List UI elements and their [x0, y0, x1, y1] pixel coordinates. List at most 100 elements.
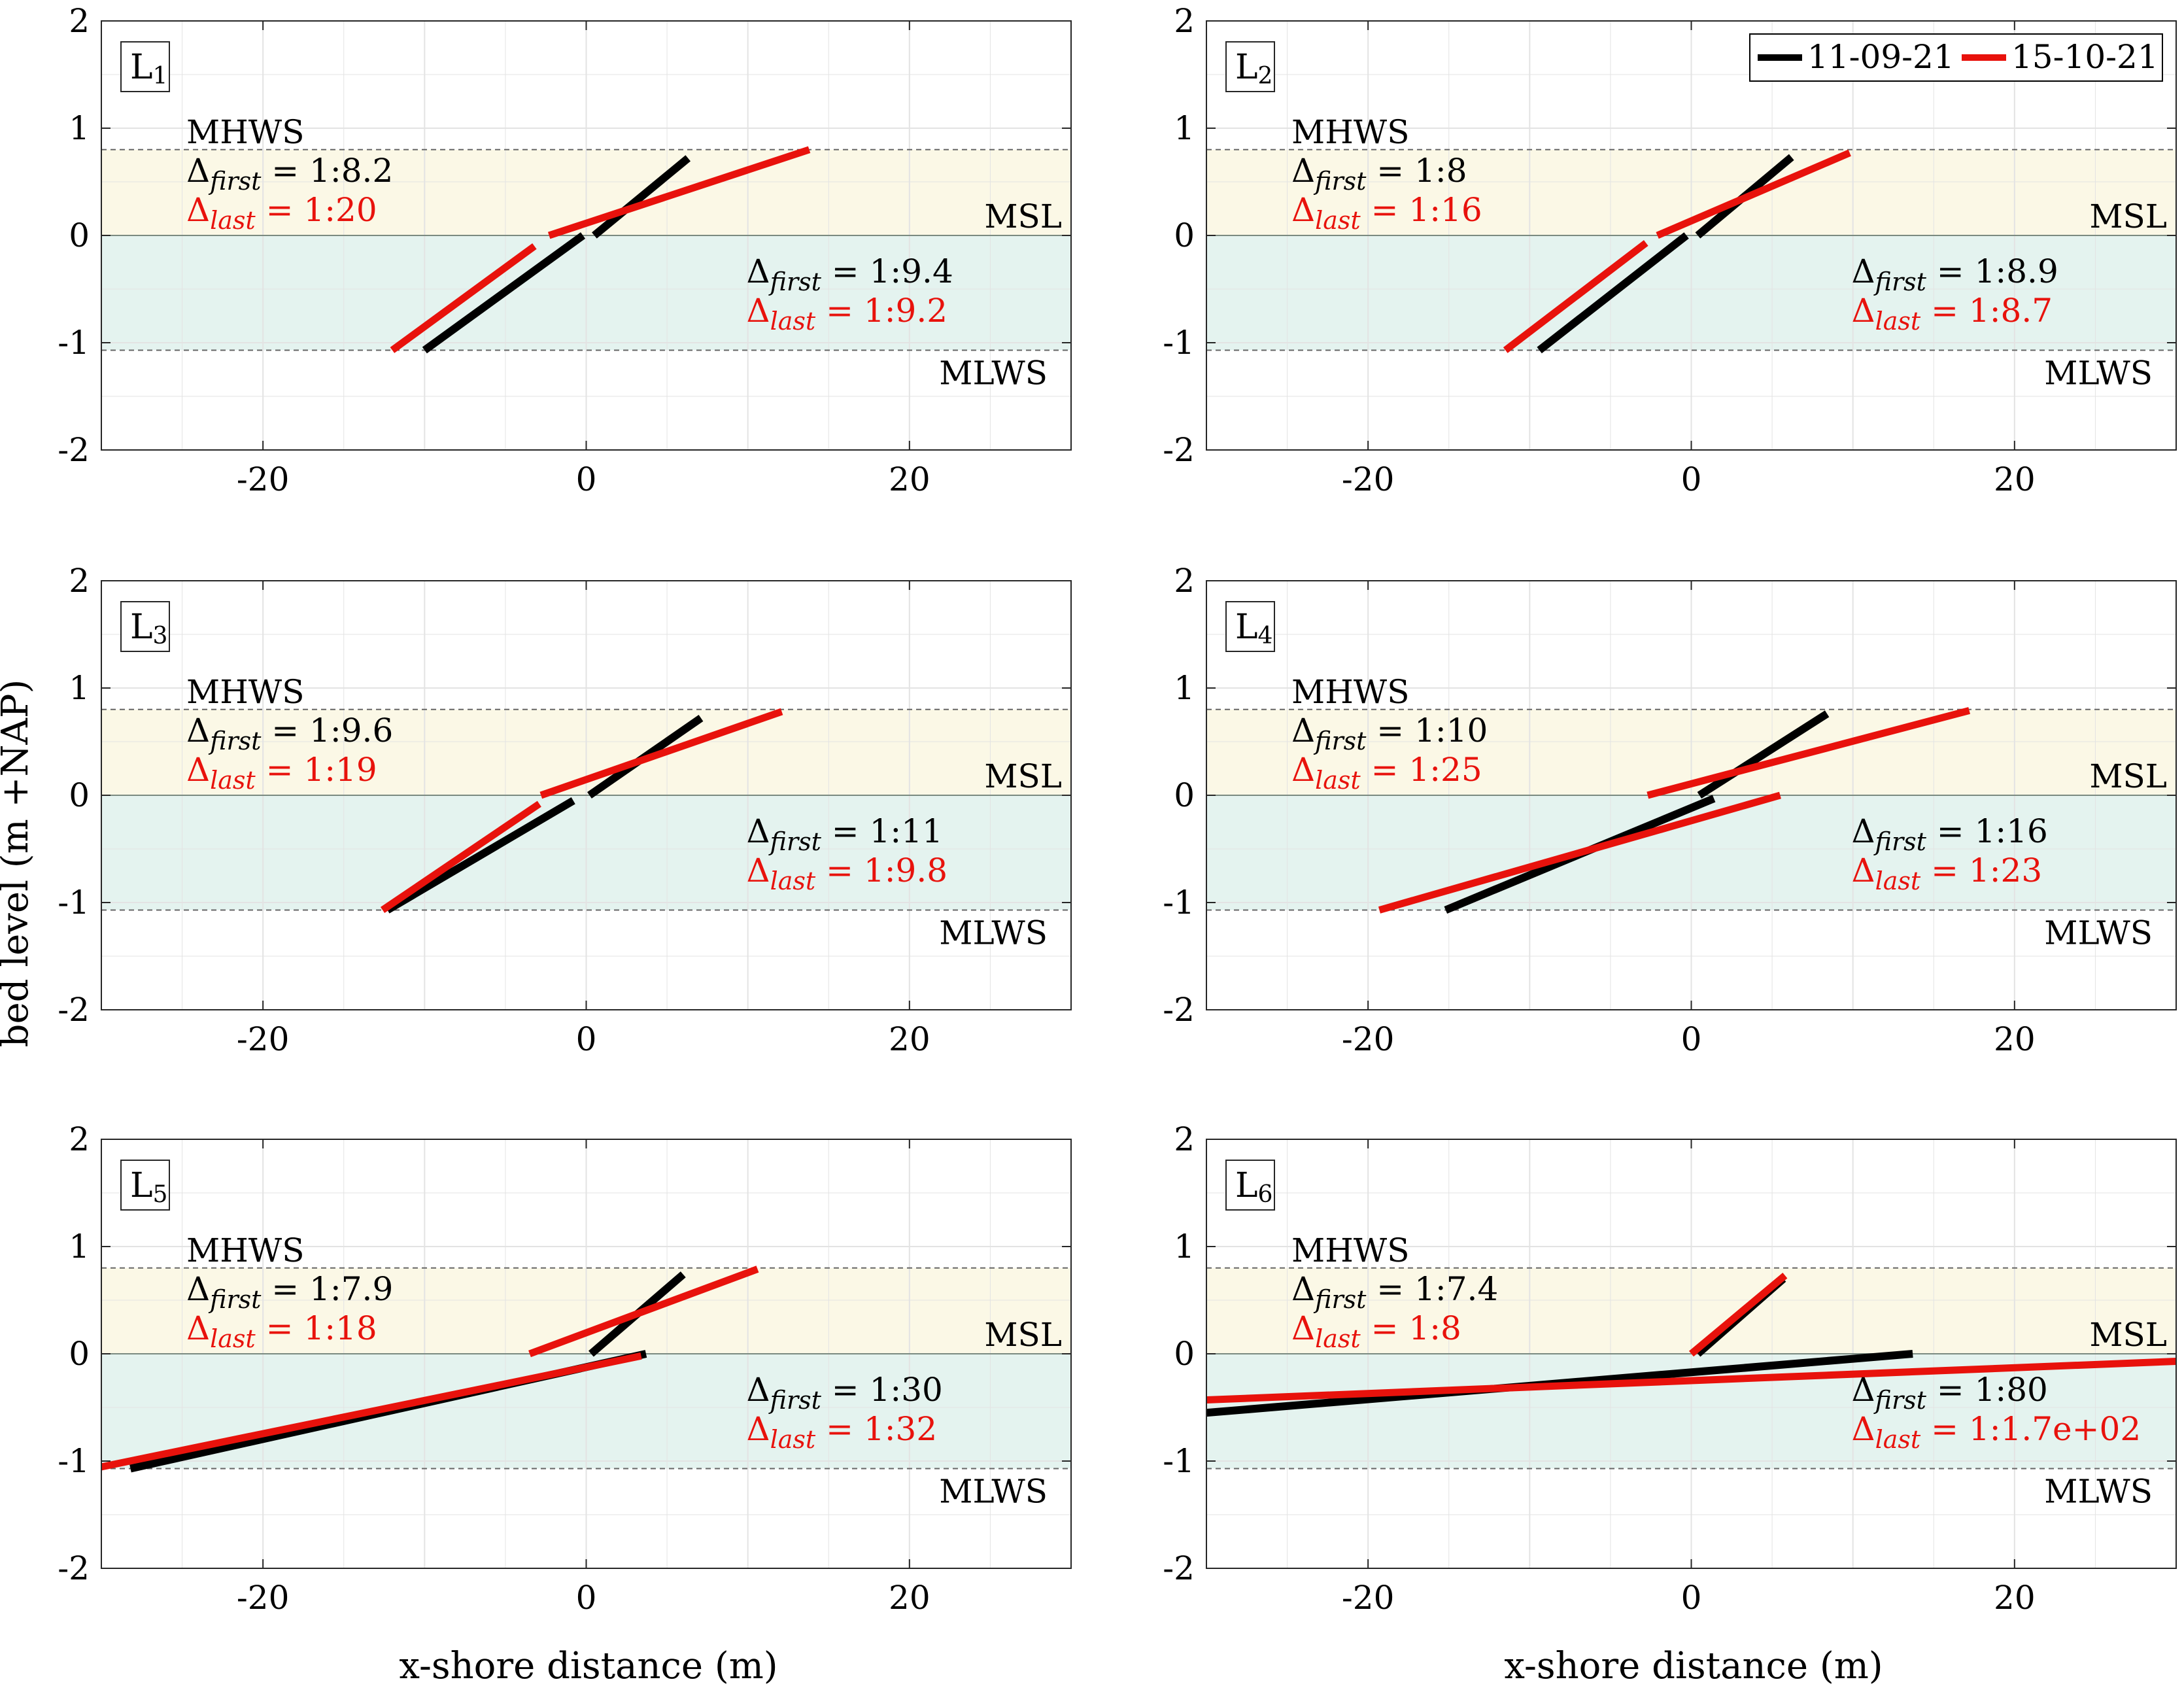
panel-l5-ytick-label: 1 — [69, 1228, 90, 1266]
panel-l2-mhws-label: MHWS — [1291, 113, 1409, 151]
panel-l2-ytick-label: -1 — [1163, 324, 1195, 362]
panel-l6-mhws-label: MHWS — [1291, 1232, 1409, 1269]
panel-l2-label-box — [1225, 41, 1275, 92]
panel-l3-upper-delta-first: Δfirst = 1:9.6 — [186, 712, 393, 755]
panel-l6-lower-delta-first: Δfirst = 1:80 — [1852, 1371, 2048, 1415]
panel-l6-msl-label: MSL — [2089, 1316, 2167, 1354]
panel-l1-ytick-label: 1 — [69, 109, 90, 147]
panel-l1-label-box — [120, 41, 170, 92]
panel-l1-ytick-label: -2 — [58, 431, 90, 469]
panel-l2-series-lower-11-09-21 — [1537, 232, 1689, 354]
panel-l1-lower-delta-first: Δfirst = 1:9.4 — [747, 252, 953, 296]
panel-l4-upper-delta-last: Δlast = 1:25 — [1291, 751, 1482, 795]
panel-l2-upper-delta-last: Δlast = 1:16 — [1291, 191, 1482, 235]
panel-l2-lower-delta-last: Δlast = 1:8.7 — [1852, 292, 2053, 336]
panel-l3-mhws-label: MHWS — [186, 673, 304, 711]
panel-l4-mlws-label: MLWS — [2044, 914, 2153, 952]
panel-l1-msl-label: MSL — [984, 198, 1062, 235]
panel-l3: -20 0 20 -2 -1 0 1 2 L3 MHWS MSL MLWS Δfirst = 1:9.6… — [58, 562, 1072, 1058]
panel-l1-ytick-label: 0 — [69, 216, 90, 254]
panel-l3-xtick-label: 0 — [576, 1020, 597, 1058]
panel-l2-lower-delta-first: Δfirst = 1:8.9 — [1852, 252, 2058, 296]
legend-box — [1749, 33, 2163, 82]
legend-label-last: 15-10-21 — [2011, 38, 2158, 76]
panel-l6-series-lower-15-10-21 — [1206, 1357, 2176, 1404]
panel-l3-xtick-label: 20 — [889, 1020, 930, 1058]
panel-l1-series — [390, 146, 811, 354]
panel-l6: -20 0 20 -2 -1 0 1 2 L6 MHWS MSL MLWS Δfirst = 1:7.4… — [1163, 1120, 2177, 1617]
panel-l4-label: L4 — [1235, 608, 1272, 649]
panel-l2-series-lower-15-10-21 — [1503, 240, 1648, 353]
panel-l6-ytick-label: 1 — [1174, 1228, 1195, 1266]
panel-l3-series — [380, 708, 783, 914]
panel-l4-series-lower-15-10-21 — [1378, 791, 1781, 914]
panel-l5-mhws-label: MHWS — [186, 1232, 304, 1269]
panel-l3-upper-delta-last: Δlast = 1:19 — [186, 751, 377, 795]
panel-l4-ytick-label: -2 — [1163, 991, 1195, 1029]
x-axis-title-right: x-shore distance (m) — [1504, 1645, 1883, 1687]
panel-l4-series-upper-11-09-21 — [1697, 710, 1830, 799]
panel-l4-msl-label: MSL — [2089, 757, 2167, 795]
panel-l6-mlws-label: MLWS — [2044, 1472, 2153, 1510]
panel-l5-ytick-label: -2 — [58, 1549, 90, 1587]
panel-l2-ytick-label: 2 — [1174, 2, 1195, 40]
panel-l1-series-lower-11-09-21 — [422, 232, 586, 354]
panel-l2-xtick-label: 0 — [1681, 460, 1702, 498]
panel-l6-lower-delta-last: Δlast = 1:1.7e+02 — [1852, 1410, 2141, 1454]
panel-l4-ytick-label: -1 — [1163, 884, 1195, 922]
panel-l5-upper-delta-last: Δlast = 1:18 — [186, 1309, 377, 1353]
panel-l6-ytick-label: 0 — [1174, 1335, 1195, 1373]
panel-l2-label: L2 — [1235, 48, 1272, 90]
panel-l2-ytick-label: -2 — [1163, 431, 1195, 469]
panel-l5-ytick-label: -1 — [58, 1442, 90, 1480]
panel-l5-xtick-label: 20 — [889, 1579, 930, 1617]
panel-l2-xtick-label: -20 — [1342, 460, 1395, 498]
panel-l1-series-upper-15-10-21 — [547, 146, 811, 239]
panel-l1-mhws-label: MHWS — [186, 113, 304, 151]
panel-l3-ytick-label: 1 — [69, 669, 90, 707]
panel-l5-series-lower-15-10-21 — [101, 1352, 642, 1471]
legend-label-first: 11-09-21 — [1807, 38, 1954, 76]
panel-l6-upper-delta-last: Δlast = 1:8 — [1291, 1309, 1461, 1353]
panel-l6-series-upper-15-10-21 — [1688, 1273, 1788, 1357]
y-axis-title: bed level (m +NAP) — [0, 680, 37, 1048]
panel-l4-lower-delta-first: Δfirst = 1:16 — [1852, 812, 2048, 856]
panel-l1-xtick-label: 0 — [576, 460, 597, 498]
panel-l1-xtick-label: -20 — [237, 460, 290, 498]
panel-l3-lower-delta-first: Δfirst = 1:11 — [747, 812, 943, 856]
panel-l2-series — [1503, 149, 1851, 354]
panel-l1-series-lower-15-10-21 — [390, 243, 537, 353]
panel-l3-ytick-label: -1 — [58, 884, 90, 922]
panel-l5-lower-delta-last: Δlast = 1:32 — [747, 1410, 938, 1454]
panel-l5-label: L5 — [130, 1166, 167, 1208]
panel-l2-ytick-label: 0 — [1174, 216, 1195, 254]
panel-l3-ytick-label: 2 — [69, 562, 90, 600]
panel-l6-upper-delta-first: Δfirst = 1:7.4 — [1291, 1270, 1498, 1314]
panel-l6-xtick-label: 0 — [1681, 1579, 1702, 1617]
panel-l4-ytick-label: 2 — [1174, 562, 1195, 600]
panel-l4-xtick-label: -20 — [1342, 1020, 1395, 1058]
panel-l2-ytick-label: 1 — [1174, 109, 1195, 147]
panel-l6-label: L6 — [1235, 1166, 1272, 1208]
panel-l3-msl-label: MSL — [984, 757, 1062, 795]
panel-l3-ytick-label: -2 — [58, 991, 90, 1029]
panel-l5-ytick-label: 2 — [69, 1120, 90, 1158]
panel-l5-series-upper-15-10-21 — [528, 1266, 759, 1358]
panel-l4-mhws-label: MHWS — [1291, 673, 1409, 711]
panel-l6-ytick-label: -1 — [1163, 1442, 1195, 1480]
panel-l1-label: L1 — [130, 48, 167, 90]
panel-l3-mlws-label: MLWS — [939, 914, 1048, 952]
panel-l6-label-box — [1225, 1160, 1275, 1211]
panel-l4-ytick-label: 1 — [1174, 669, 1195, 707]
panel-l6-series — [1206, 1273, 2176, 1417]
panel-l3-series-upper-15-10-21 — [539, 708, 783, 799]
panel-l4-label-box — [1225, 601, 1275, 652]
panel-l3-lower-delta-last: Δlast = 1:9.8 — [747, 852, 948, 895]
panel-l4-series-upper-15-10-21 — [1647, 707, 1971, 799]
panel-l5-xtick-label: 0 — [576, 1579, 597, 1617]
panel-l1-mlws-label: MLWS — [939, 354, 1048, 392]
x-axis-title-left: x-shore distance (m) — [399, 1645, 777, 1687]
